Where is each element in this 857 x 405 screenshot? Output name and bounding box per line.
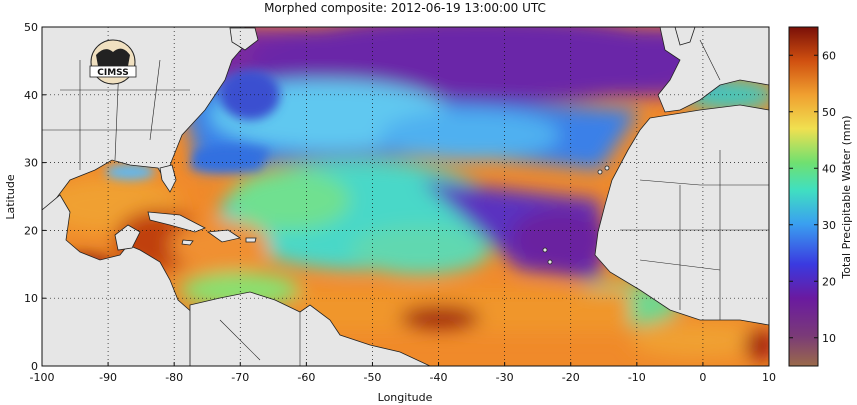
colorbar-label: Total Precipitable Water (mm) [840, 115, 853, 279]
colorbar [788, 26, 819, 367]
x-tick-label: -60 [297, 371, 315, 384]
colorbar-tick-label: 40 [822, 162, 836, 175]
x-tick-label: -100 [30, 371, 55, 384]
x-axis-label: Longitude [378, 391, 433, 404]
y-tick-label: 40 [24, 89, 38, 102]
y-tick-label: 0 [31, 360, 38, 373]
x-axis-ticks: -100 -90 -80 -70 -60 -50 -40 -30 -20 -10 0 10 [30, 362, 776, 384]
colorbar-tick-label: 60 [822, 49, 836, 62]
y-tick-label: 20 [24, 224, 38, 237]
x-tick-label: -70 [231, 371, 249, 384]
colorbar-tick-label: 30 [822, 219, 836, 232]
x-tick-label: -40 [430, 371, 448, 384]
x-tick-label: -20 [562, 371, 580, 384]
map-frame [41, 26, 770, 367]
y-tick-label: 30 [24, 157, 38, 170]
land-masses [42, 27, 769, 366]
x-tick-label: -90 [99, 371, 117, 384]
y-axis-label: Latitude [4, 174, 17, 220]
x-tick-label: -30 [496, 371, 514, 384]
x-tick-label: 10 [762, 371, 776, 384]
x-tick-label: -10 [628, 371, 646, 384]
colorbar-tick-label: 50 [822, 106, 836, 119]
logo-text: CIMSS [97, 68, 128, 78]
colorbar-ticks: 10 20 30 40 50 60 [789, 49, 836, 345]
y-axis-ticks: 0 10 20 30 40 50 [24, 21, 46, 373]
y-tick-label: 10 [24, 292, 38, 305]
colorbar-tick-label: 20 [822, 275, 836, 288]
x-tick-label: -80 [165, 371, 183, 384]
map-title: Morphed composite: 2012-06-19 13:00:00 U… [264, 1, 546, 15]
y-tick-label: 50 [24, 21, 38, 34]
cimss-logo: CIMSS [89, 39, 137, 85]
country-borders [42, 39, 769, 366]
x-tick-label: -50 [363, 371, 381, 384]
colorbar-tick-label: 10 [822, 332, 836, 345]
x-tick-label: 0 [699, 371, 706, 384]
